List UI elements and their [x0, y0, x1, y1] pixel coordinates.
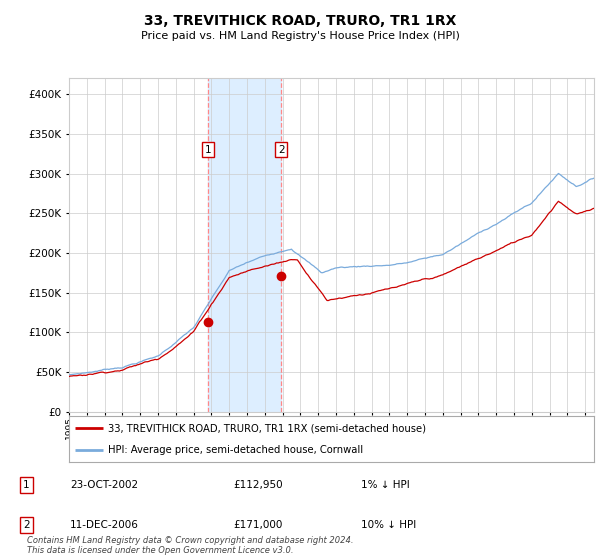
Text: Price paid vs. HM Land Registry's House Price Index (HPI): Price paid vs. HM Land Registry's House …	[140, 31, 460, 41]
Text: 1: 1	[205, 145, 211, 155]
Text: 10% ↓ HPI: 10% ↓ HPI	[361, 520, 416, 530]
Bar	[208, 78, 281, 412]
Text: £112,950: £112,950	[233, 480, 283, 490]
Text: 33, TREVITHICK ROAD, TRURO, TR1 1RX (semi-detached house): 33, TREVITHICK ROAD, TRURO, TR1 1RX (sem…	[109, 423, 427, 433]
Text: 1: 1	[23, 480, 30, 490]
Text: 2: 2	[23, 520, 30, 530]
Text: 23-OCT-2002: 23-OCT-2002	[70, 480, 139, 490]
Text: 1% ↓ HPI: 1% ↓ HPI	[361, 480, 410, 490]
Text: 11-DEC-2006: 11-DEC-2006	[70, 520, 139, 530]
Text: 2: 2	[278, 145, 284, 155]
Text: HPI: Average price, semi-detached house, Cornwall: HPI: Average price, semi-detached house,…	[109, 445, 364, 455]
Text: 33, TREVITHICK ROAD, TRURO, TR1 1RX: 33, TREVITHICK ROAD, TRURO, TR1 1RX	[144, 14, 456, 28]
Text: Contains HM Land Registry data © Crown copyright and database right 2024.
This d: Contains HM Land Registry data © Crown c…	[26, 536, 353, 556]
Text: £171,000: £171,000	[233, 520, 283, 530]
